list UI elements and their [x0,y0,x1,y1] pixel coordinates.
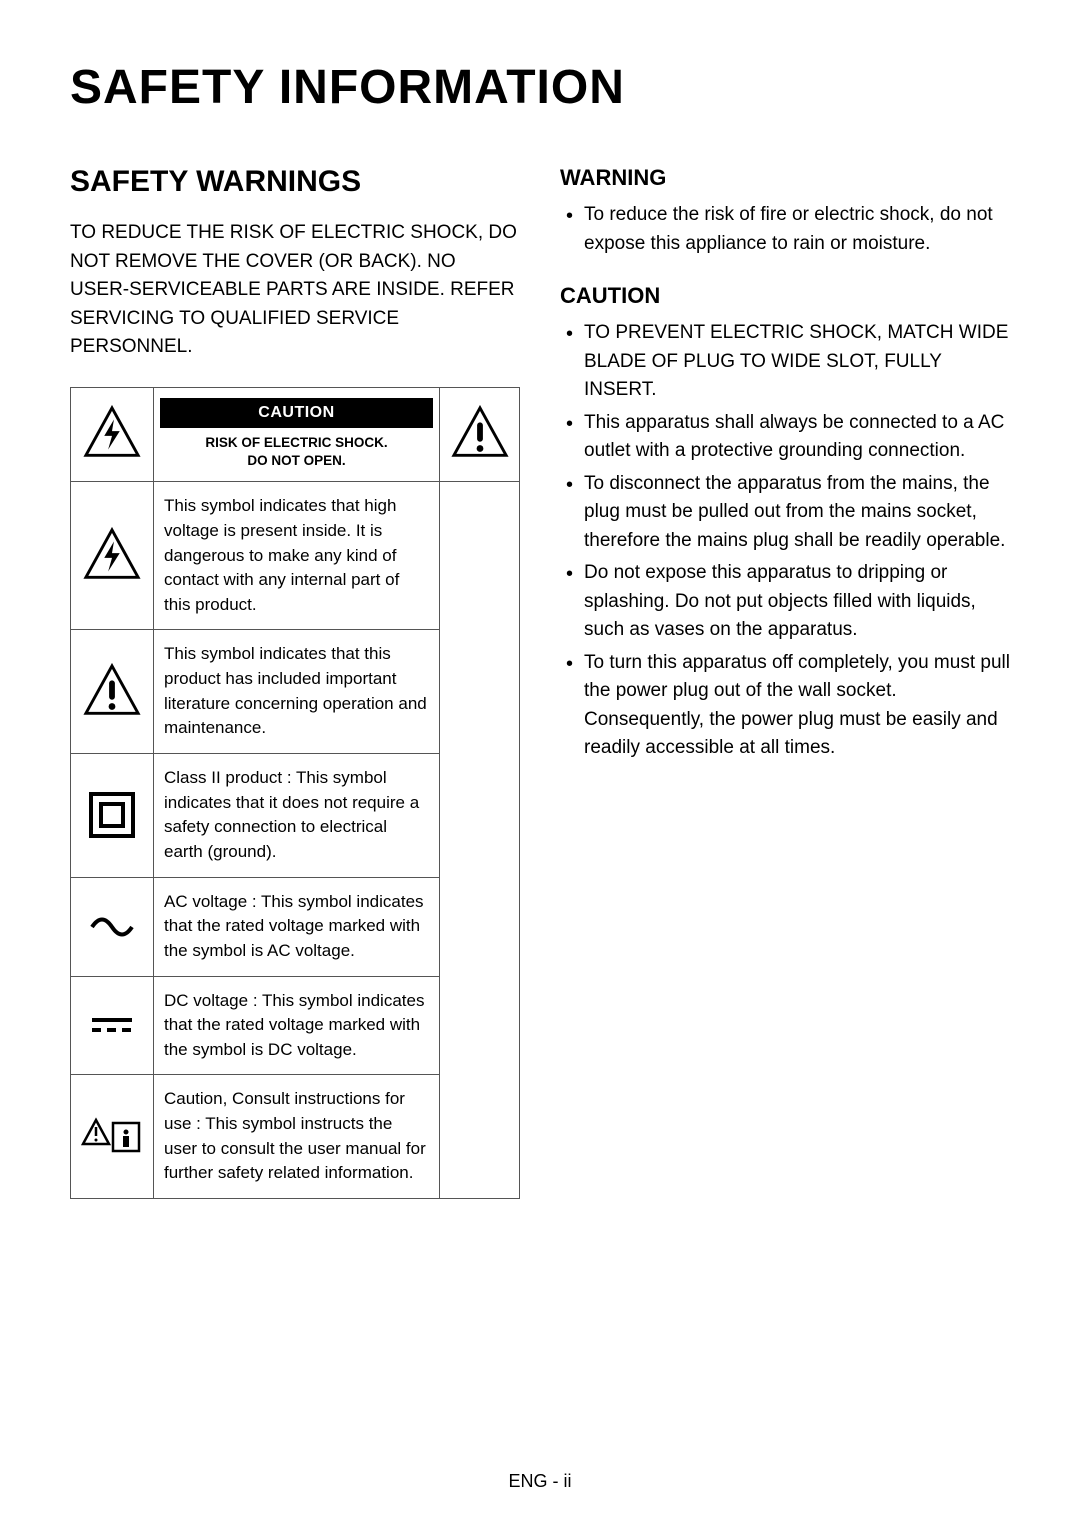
list-item: To reduce the risk of fire or electric s… [560,201,1010,258]
list-item: To disconnect the apparatus from the mai… [560,470,1010,556]
class2-icon [71,754,154,878]
dc-icon [71,976,154,1075]
symbol-desc-1: This symbol indicates that this product … [154,630,440,754]
exclaim-icon-header [440,387,520,482]
caution-subtext: RISK OF ELECTRIC SHOCK. DO NOT OPEN. [160,428,433,472]
content-wrapper: SAFETY WARNINGS TO REDUCE THE RISK OF EL… [70,165,1010,1199]
symbol-desc-5: Caution, Consult instructions for use : … [154,1075,440,1199]
page-title: SAFETY INFORMATION [70,60,1010,115]
caution-heading: CAUTION [560,283,1010,309]
bolt-icon-header [71,387,154,482]
safety-warnings-heading: SAFETY WARNINGS [70,165,520,199]
caution-table: CAUTION RISK OF ELECTRIC SHOCK. DO NOT O… [70,387,520,1200]
manual-icon [71,1075,154,1199]
page-footer: ENG - ii [0,1471,1080,1492]
caution-list: TO PREVENT ELECTRIC SHOCK, MATCH WIDE BL… [560,319,1010,763]
warning-list: To reduce the risk of fire or electric s… [560,201,1010,258]
list-item: Do not expose this apparatus to dripping… [560,559,1010,645]
symbol-desc-0: This symbol indicates that high voltage … [154,482,440,630]
bolt-icon [71,482,154,630]
symbol-desc-2: Class II product : This symbol indicates… [154,754,440,878]
list-item: TO PREVENT ELECTRIC SHOCK, MATCH WIDE BL… [560,319,1010,405]
right-column: WARNING To reduce the risk of fire or el… [560,165,1010,1199]
warning-heading: WARNING [560,165,1010,191]
exclaim-icon [71,630,154,754]
ac-icon [71,877,154,976]
caution-section: CAUTION TO PREVENT ELECTRIC SHOCK, MATCH… [560,283,1010,763]
caution-label: CAUTION [160,398,433,428]
intro-paragraph: TO REDUCE THE RISK OF ELECTRIC SHOCK, DO… [70,219,520,362]
list-item: To turn this apparatus off completely, y… [560,649,1010,763]
caution-label-cell: CAUTION RISK OF ELECTRIC SHOCK. DO NOT O… [154,387,440,482]
symbol-desc-4: DC voltage : This symbol indicates that … [154,976,440,1075]
symbol-desc-3: AC voltage : This symbol indicates that … [154,877,440,976]
warning-section: WARNING To reduce the risk of fire or el… [560,165,1010,258]
left-column: SAFETY WARNINGS TO REDUCE THE RISK OF EL… [70,165,520,1199]
list-item: This apparatus shall always be connected… [560,409,1010,466]
